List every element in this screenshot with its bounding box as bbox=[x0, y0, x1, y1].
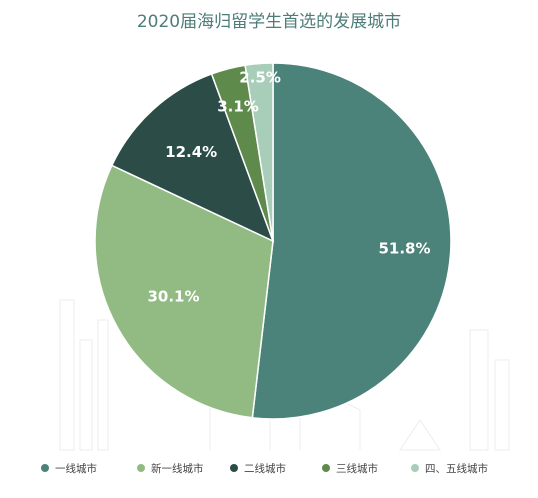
legend-marker-tier4-5 bbox=[411, 464, 419, 472]
chart-title: 2020届海归留学生首选的发展城市 bbox=[137, 12, 401, 32]
legend-label-tier1: 一线城市 bbox=[55, 462, 97, 475]
slice-label-tier1: 51.8% bbox=[378, 240, 430, 258]
legend-item-tier4-5: 四、五线城市 bbox=[411, 462, 488, 475]
pie-slices bbox=[94, 62, 452, 420]
slice-label-tier2: 12.4% bbox=[165, 143, 217, 161]
pie-slice-tier1 bbox=[251, 62, 452, 420]
slice-label-new-tier1: 30.1% bbox=[147, 287, 199, 305]
legend-item-tier2: 二线城市 bbox=[230, 462, 286, 475]
pie-slice-new-tier1 bbox=[94, 164, 274, 419]
slice-label-tier4-5: 2.5% bbox=[239, 69, 281, 87]
legend-item-tier3: 三线城市 bbox=[322, 462, 378, 475]
legend-label-new-tier1: 新一线城市 bbox=[151, 462, 204, 475]
pie-slice-tier4-5 bbox=[244, 62, 274, 242]
legend-marker-tier1 bbox=[41, 464, 49, 472]
legend-marker-tier3 bbox=[322, 464, 330, 472]
legend-label-tier3: 三线城市 bbox=[336, 462, 378, 475]
slice-label-tier3: 3.1% bbox=[217, 98, 259, 116]
legend-item-tier1: 一线城市 bbox=[41, 462, 97, 475]
pie-labels: 51.8% 30.1% 12.4% 3.1% 2.5% bbox=[147, 69, 430, 306]
legend-label-tier2: 二线城市 bbox=[244, 462, 286, 475]
legend-label-tier4-5: 四、五线城市 bbox=[425, 462, 488, 475]
legend-marker-new-tier1 bbox=[137, 464, 145, 472]
legend-marker-tier2 bbox=[230, 464, 238, 472]
legend-item-new-tier1: 新一线城市 bbox=[137, 462, 204, 475]
pie-slice-tier2 bbox=[110, 72, 275, 243]
legend: 一线城市 新一线城市 二线城市 三线城市 四、五线城市 bbox=[41, 462, 488, 475]
